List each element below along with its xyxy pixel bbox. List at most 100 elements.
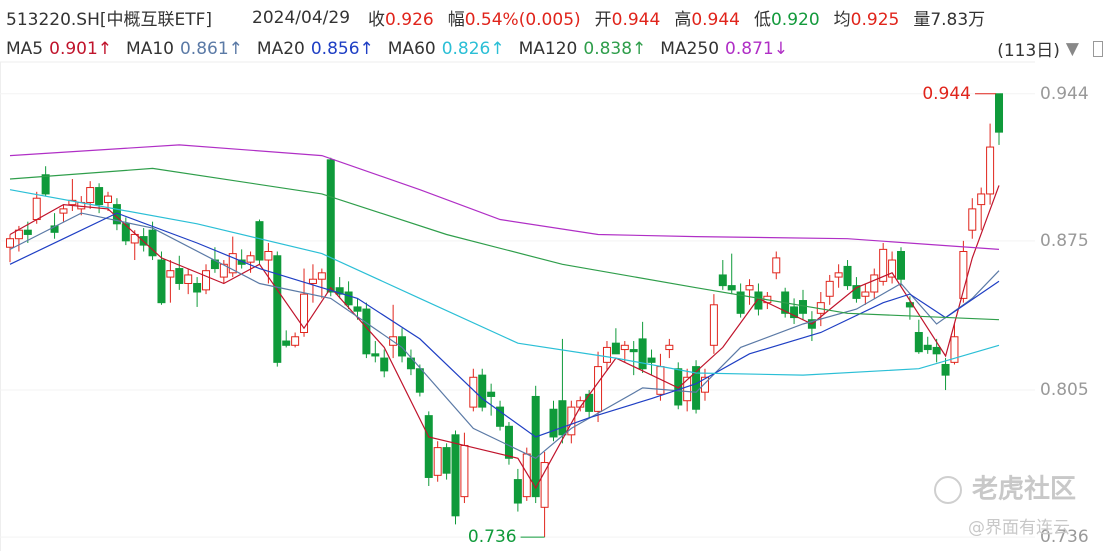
candle-body	[362, 308, 371, 355]
candle-body	[522, 453, 531, 498]
candle-body	[282, 340, 291, 346]
candle-body	[754, 291, 763, 310]
legend-trend: ↑	[97, 38, 113, 59]
candle-body	[469, 376, 478, 408]
candle-body	[540, 462, 549, 508]
candle-body	[166, 270, 175, 278]
candle-body	[932, 346, 941, 355]
candle-body	[897, 251, 905, 280]
candle-body	[700, 376, 709, 393]
quote-value: 0.926	[385, 10, 434, 30]
candle-body	[335, 287, 344, 295]
candle-body	[95, 187, 104, 206]
candle-body	[504, 425, 513, 459]
candle-body	[665, 344, 674, 351]
ma-line	[9, 167, 1000, 321]
candle-body	[219, 263, 228, 278]
candle-body	[611, 342, 620, 355]
period[interactable]: (113日)	[997, 41, 1060, 61]
quote-value: 0.944	[611, 10, 661, 30]
candle-body	[798, 300, 807, 314]
candle-body	[433, 447, 442, 476]
candle-body	[594, 366, 603, 412]
candle-body	[291, 336, 300, 346]
candle-body	[130, 233, 139, 244]
legend-value: 0.826	[441, 38, 491, 59]
candle-body	[255, 221, 264, 261]
quote-item: 量7.83万	[913, 5, 985, 30]
candle-body	[558, 400, 567, 436]
candle-body	[638, 338, 647, 370]
legend-item: MA120 0.838↑	[519, 39, 647, 59]
candle-body	[995, 93, 1004, 133]
symbol: 513220.SH[中概互联ETF]	[6, 10, 213, 30]
y-tick-label: 0.944	[1040, 84, 1089, 104]
quote-value: 0.920	[770, 10, 820, 30]
quote-item: 低0.920	[754, 5, 820, 30]
candle-body	[941, 363, 950, 376]
candle-body	[193, 282, 202, 293]
candle-body	[549, 408, 558, 438]
legend-item: MA5 0.901↑	[6, 39, 112, 59]
legend-item: MA20 0.856↑	[257, 39, 374, 59]
candle-body	[861, 291, 870, 297]
legend-name: MA5	[6, 38, 44, 59]
quote-label: 高	[674, 10, 692, 30]
legend-name: MA60	[387, 38, 436, 59]
dropdown-icon[interactable]: ▼	[1065, 38, 1079, 59]
legend-value: 0.901	[49, 38, 98, 59]
candle-body	[745, 285, 754, 291]
quote-item: 幅0.54%(0.005)	[448, 5, 581, 30]
candle-body	[834, 272, 843, 278]
candle-body	[228, 253, 237, 274]
quote-item: 开0.944	[595, 5, 661, 30]
candle-body	[487, 391, 496, 397]
candle-body	[398, 336, 407, 357]
quote-item: 高0.944	[674, 5, 740, 30]
candle-body	[6, 238, 14, 248]
legend-name: MA20	[256, 38, 305, 59]
candle-body	[968, 208, 977, 231]
quote-value: 0.944	[691, 10, 740, 30]
candle-body	[567, 406, 576, 436]
candle-body	[175, 268, 184, 284]
candle-body	[602, 346, 611, 363]
candle-body	[950, 336, 959, 363]
candle-body	[121, 223, 130, 242]
candle-body	[852, 285, 861, 299]
watermark: 老虎社区	[972, 474, 1076, 505]
candle-body	[825, 280, 834, 297]
y-tick-label: 0.736	[1040, 527, 1089, 547]
candle-body	[184, 274, 193, 284]
quote-label: 收	[368, 10, 386, 30]
candle-body	[870, 274, 879, 293]
candle-body	[300, 293, 309, 334]
candle-body	[888, 259, 897, 278]
candle-body	[202, 270, 211, 291]
legend-item: MA60 0.826↑	[388, 39, 505, 59]
quote-label: 低	[753, 10, 771, 30]
candle-body	[380, 357, 389, 372]
quote-label: 量	[913, 10, 931, 30]
candle-body	[683, 376, 692, 402]
credit: @界面有连云	[968, 518, 1070, 538]
candle-body	[914, 332, 923, 353]
legend-name: MA120	[518, 38, 578, 59]
candle-body	[59, 208, 68, 214]
candle-body	[23, 229, 32, 235]
candle-body	[344, 291, 353, 306]
candle-body	[772, 257, 781, 274]
candle-body	[513, 479, 522, 504]
candle-body	[977, 193, 986, 206]
ma-line	[9, 189, 1000, 376]
panel-icon[interactable]	[1093, 40, 1103, 57]
candle-body	[86, 187, 95, 203]
candle-body	[273, 255, 282, 363]
min-label: 0.736	[468, 527, 517, 547]
quote-value: 7.83万	[930, 10, 986, 30]
y-tick-label: 0.875	[1040, 231, 1089, 251]
candle-body	[727, 285, 736, 291]
candle-body	[986, 146, 995, 195]
candle-body	[308, 278, 317, 284]
legend-trend: ↑	[490, 38, 505, 59]
